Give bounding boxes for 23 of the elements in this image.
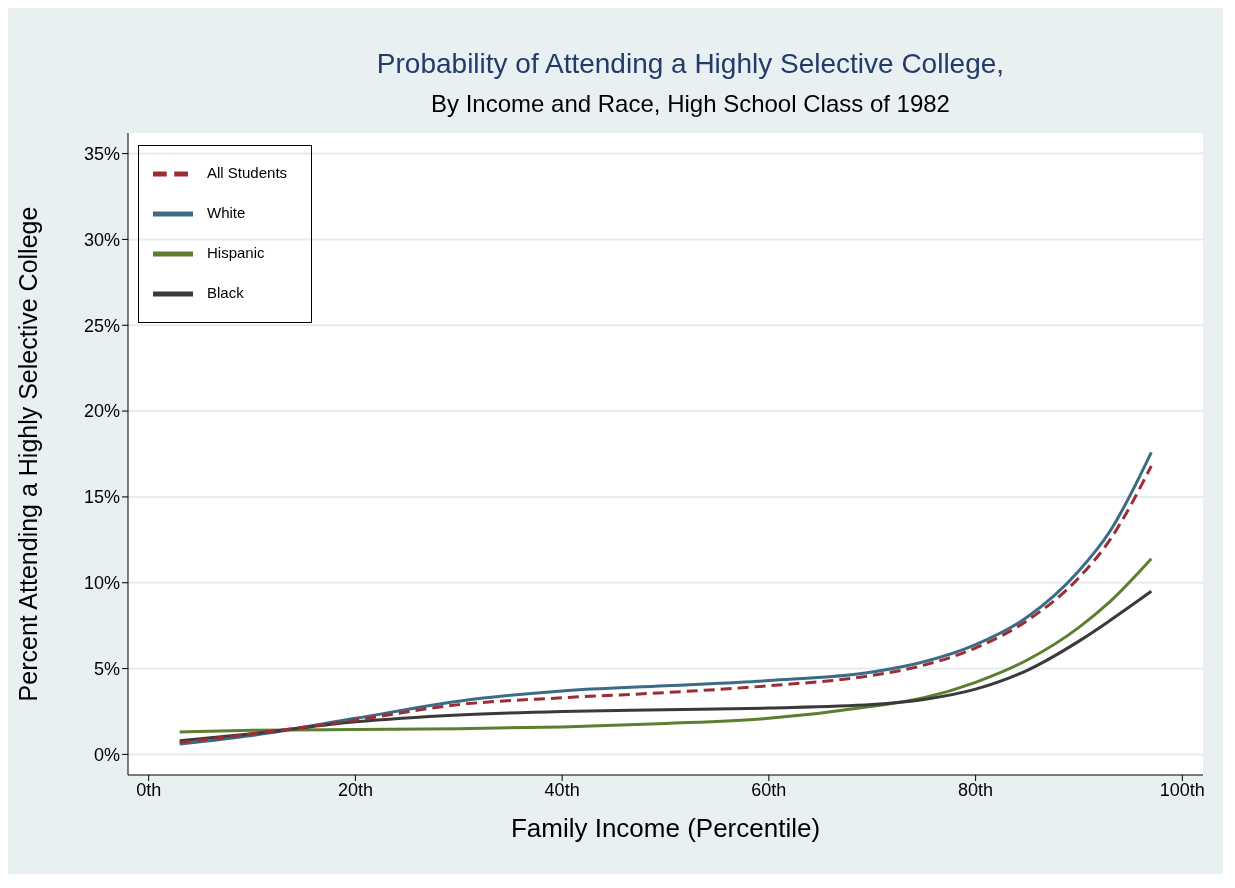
y-tick-label: 20%	[83, 401, 120, 422]
line-series	[178, 557, 1153, 734]
y-tick-label: 5%	[93, 658, 120, 679]
x-tick-label: 20th	[337, 779, 373, 800]
y-tick-label: 10%	[83, 573, 120, 594]
y-axis-title: Percent Attending a Highly Selective College	[13, 206, 42, 702]
y-tick-label: 0%	[93, 744, 120, 765]
x-tick-label: 40th	[544, 779, 580, 800]
x-tick-label: 0th	[136, 779, 162, 800]
y-tick-label: 30%	[83, 229, 120, 250]
y-tick-label: 15%	[83, 487, 120, 508]
legend-label: Black	[207, 284, 244, 302]
y-tick-label: 25%	[83, 315, 120, 336]
legend-label: All Students	[207, 164, 288, 182]
y-tick-label: 35%	[83, 143, 120, 164]
x-tick-label: 60th	[751, 779, 787, 800]
chart-title: Probability of Attending a Highly Selective College,	[375, 48, 1006, 80]
x-tick-label: 80th	[958, 779, 994, 800]
legend-label: Hispanic	[207, 244, 265, 262]
chart-subtitle: By Income and Race, High School Class of 1982	[430, 90, 951, 118]
x-tick-label: 100th	[1159, 779, 1205, 800]
x-axis-title: Family Income (Percentile)	[510, 813, 821, 843]
legend-label: White	[207, 204, 246, 222]
